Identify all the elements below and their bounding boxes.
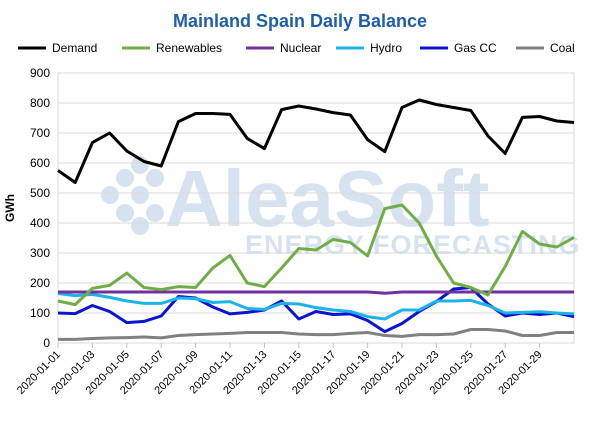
series-line-hydro	[57, 292, 575, 321]
legend: Demand Renewables Nuclear Hydro Gas CC Coal	[18, 41, 575, 55]
y-tick-label: 800	[30, 96, 50, 110]
chart-title: Mainland Spain Daily Balance	[173, 11, 427, 31]
series-line-coal	[58, 328, 574, 341]
y-tick-label: 200	[30, 276, 50, 290]
series-lines	[57, 98, 575, 341]
series-line-renewables	[57, 203, 575, 307]
series-line-nuclear	[58, 290, 574, 295]
watermark-logo: AleaSoft ENERGY FORECASTING	[101, 154, 581, 260]
legend-label-renewables: Renewables	[156, 41, 222, 55]
y-tick-label: 100	[30, 306, 50, 320]
svg-text:ENERGY FORECASTING: ENERGY FORECASTING	[245, 230, 581, 260]
legend-label-coal: Coal	[550, 41, 575, 55]
y-tick-label: 400	[30, 216, 50, 230]
y-tick-label: 0	[43, 336, 50, 350]
y-tick-label: 300	[30, 246, 50, 260]
legend-label-gas-cc: Gas CC	[454, 41, 497, 55]
legend-label-hydro: Hydro	[370, 41, 402, 55]
svg-text:AleaSoft: AleaSoft	[165, 154, 490, 243]
series-line-demand	[57, 98, 575, 184]
y-tick-label: 700	[30, 126, 50, 140]
y-tick-label: 900	[30, 66, 50, 80]
y-tick-label: 500	[30, 186, 50, 200]
legend-label-nuclear: Nuclear	[280, 41, 321, 55]
y-axis-label: GWh	[3, 194, 17, 222]
y-tick-label: 600	[30, 156, 50, 170]
legend-label-demand: Demand	[52, 41, 97, 55]
